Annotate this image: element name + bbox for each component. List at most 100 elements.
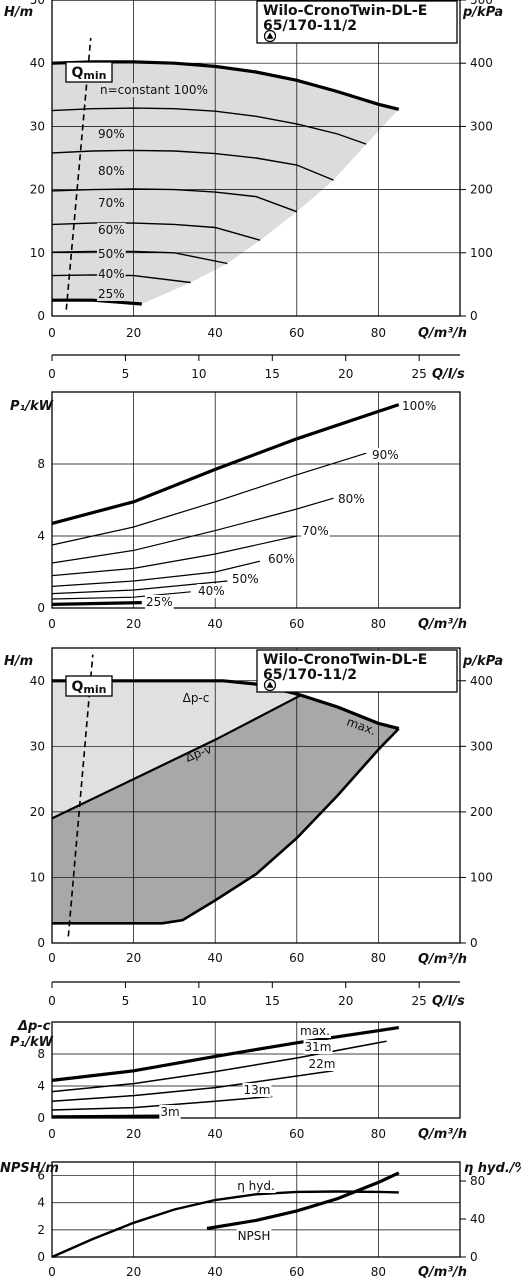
ls-axis-tick-label: 20: [338, 367, 353, 381]
chart3-y-right-axis-title: p/kPa: [462, 654, 503, 669]
chart3-xtick-label: 0: [48, 951, 56, 965]
chart3-ytick-label: 40: [30, 674, 45, 688]
chart3-ytick-right-label: 0: [470, 936, 478, 950]
chart2-curve-label-50: 50%: [232, 572, 259, 586]
chart3-dpc-area: [52, 680, 301, 924]
chart1-qmin-box: [65, 61, 113, 83]
chart2-curve-6: [51, 591, 191, 600]
chart2-curve-label-bg: [401, 399, 438, 413]
ls-axis-tick-label: 5: [122, 367, 130, 381]
chart2-curve-1: [51, 452, 367, 546]
chart2-curve-0: [51, 403, 400, 525]
chart5-ytick-label: 2: [37, 1223, 45, 1237]
chart1-curve-label-bg: [97, 247, 126, 261]
ls-axis-tick-label: 25: [412, 367, 427, 381]
chart4-y-axis-title-top: Δp-c: [17, 1019, 51, 1034]
ls-axis-tick-label: 0: [48, 994, 56, 1008]
chart1-xtick-label: 20: [126, 326, 141, 340]
chart1-y-axis-title: H/m: [4, 5, 33, 20]
chart4-y-axis-title: P₁/kW: [10, 1035, 54, 1050]
chart5-ytick-right-label: 0: [470, 1250, 478, 1264]
chart4-curve-3: [51, 1095, 273, 1111]
chart1-xtick-label: 40: [208, 326, 223, 340]
chart1-y-right-axis-title: p/kPa: [462, 5, 503, 20]
chart5-npsh-curve: [206, 1171, 400, 1231]
chart4-xtick-label: 20: [126, 1127, 141, 1141]
chart5-ytick-right-label: 80: [470, 1174, 485, 1188]
chart3-ytick-label: 10: [30, 870, 45, 884]
chart1-ytick-right-label: 400: [470, 56, 493, 70]
chart3-xtick-label: 60: [289, 951, 304, 965]
chart1-operating-area: [52, 61, 399, 305]
chart4-curve-label-bg: [307, 1057, 337, 1071]
qmin-letter: Q: [72, 679, 84, 695]
chart2-curve-label-90: 90%: [372, 448, 399, 462]
chart1-curve-label-bg: [97, 267, 126, 281]
chart3-min-curve: [52, 727, 400, 925]
chart5-curve-label-eta: η hyd.: [237, 1179, 275, 1193]
chart1-curve-label-bg: [97, 196, 126, 210]
qmin-letter: Q: [72, 65, 84, 81]
chart3-ytick-label: 20: [30, 805, 45, 819]
chart4-curve-label-13: 13m: [244, 1083, 271, 1097]
chart2-curve-2: [51, 497, 334, 564]
chart2-curve-label-bg: [337, 492, 366, 506]
chart4-frame: [51, 1021, 461, 1119]
chart3-qmin-line: [67, 654, 94, 937]
chart1-curve-1: [51, 107, 367, 145]
chart4-curve-4: [51, 1114, 163, 1119]
ls-axis-title: Q/l/s: [432, 367, 465, 382]
ls-axis-title: Q/l/s: [432, 994, 465, 1009]
chart5-frame: [51, 1161, 461, 1258]
chart1-curve-7: [52, 298, 142, 306]
chart1-curve-label-25: 25%: [98, 287, 125, 301]
ls-axis-tick-label: 10: [191, 367, 206, 381]
chart4-ytick-label: 8: [37, 1047, 45, 1061]
chart3-qmin-text: Qmin: [72, 679, 107, 696]
qmin-sub: min: [83, 683, 106, 696]
chart4-curve-label-bg: [159, 1105, 181, 1119]
chart4-xtick-label: 0: [48, 1127, 56, 1141]
chart3-dpv-curve: [51, 694, 302, 820]
chart4-curve-2: [51, 1070, 334, 1102]
chart1-ytick-right-label: 0: [470, 309, 478, 323]
chart4-xtick-label: 40: [208, 1127, 223, 1141]
chart4-curve-label-bg: [299, 1024, 331, 1038]
chart2-x-axis-title: Q/m³/h: [418, 617, 467, 632]
chart2-ytick-label: 8: [37, 457, 45, 471]
chart2-ytick-label: 0: [37, 601, 45, 615]
chart1-qmin-text: Qmin: [72, 65, 107, 82]
chart1-title: Wilo-CronoTwin-DL-E 65/170-11/2: [263, 3, 427, 34]
chart2-curve-7: [51, 601, 142, 606]
chart1-ytick-label: 50: [30, 0, 45, 7]
chart5-ytick-label: 0: [37, 1250, 45, 1264]
chart5-ytick-label: 4: [37, 1196, 45, 1210]
chart1-curve-label-80: 80%: [98, 164, 125, 178]
title-line-2: 65/170-11/2: [263, 667, 357, 683]
chart4-xtick-label: 60: [289, 1127, 304, 1141]
chart1-curve-2: [51, 149, 334, 181]
chart3-dpv-area: [52, 695, 399, 924]
chart4-x-axis-title: Q/m³/h: [418, 1127, 467, 1142]
chart2-curve-4: [51, 560, 261, 587]
chart5-y-right-axis-title: η hyd./%: [464, 1161, 521, 1176]
chart1-frame: [51, 0, 461, 317]
ls-axis-tick-label: 25: [412, 994, 427, 1008]
chart1-curve-5: [51, 250, 228, 265]
title-line-1: Wilo-CronoTwin-DL-E: [263, 652, 427, 668]
chart5-curve-label-bg: [236, 1179, 276, 1193]
chart2-xtick-label: 60: [289, 617, 304, 631]
chart3-xtick-label: 40: [208, 951, 223, 965]
chart1-curve-label-bg: [97, 127, 126, 141]
chart2-curve-3: [51, 535, 297, 577]
chart2-curve-label-bg: [301, 524, 330, 538]
chart1-curve-label-60: 60%: [98, 223, 125, 237]
chart3-y-axis-title: H/m: [4, 654, 33, 669]
wilo-triangle-icon: [266, 32, 274, 39]
chart4-ytick-label: 0: [37, 1111, 45, 1125]
chart5-ytick-label: 6: [37, 1169, 45, 1183]
chart3-ytick-label: 30: [30, 739, 45, 753]
chart4-ytick-label: 4: [37, 1079, 45, 1093]
chart1-curve-0: [51, 60, 400, 111]
chart5-xtick-label: 60: [289, 1265, 304, 1279]
